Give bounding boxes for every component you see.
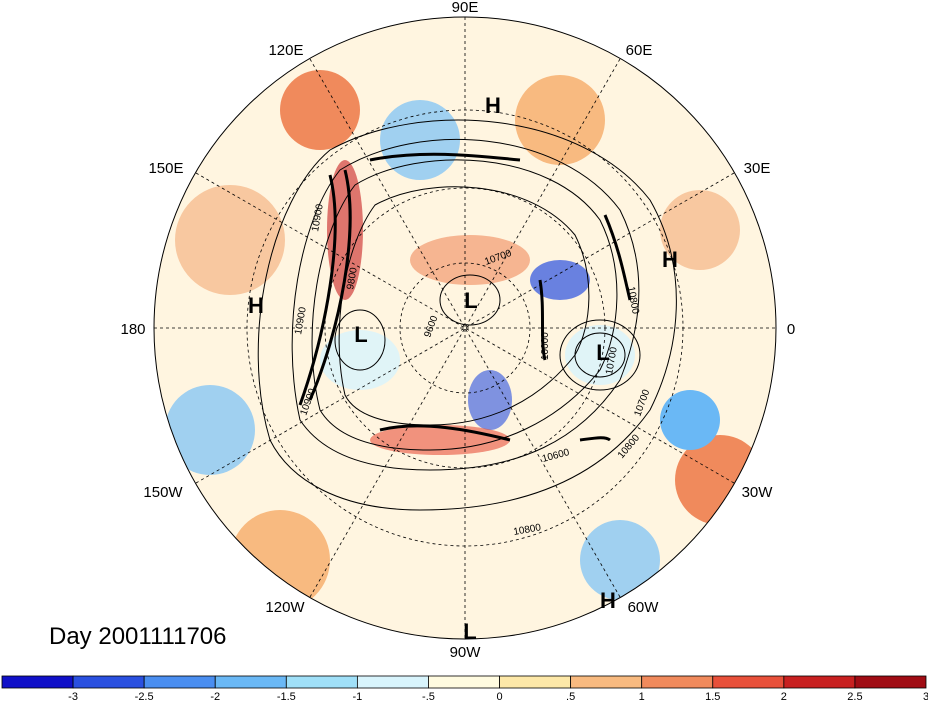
lon-label-90w: 90W [450,644,482,661]
lon-label-0: 0 [787,321,795,338]
jet-contours [298,152,632,442]
low-center-arctic: L [464,288,477,313]
colorbar-tick-label: -1.5 [277,691,296,702]
low-center-north-atlantic: L [596,340,609,365]
colorbar-cell [712,675,785,689]
lon-label-120e: 120E [268,42,303,59]
high-center-europe: H [662,247,678,272]
colorbar-tick-label: -2 [210,691,220,702]
lon-label-180: 180 [120,321,145,338]
contour-label: 9800 [345,266,360,290]
lon-label-120w: 120W [265,599,305,616]
contour-label: 10900 [293,306,309,336]
geopotential-contours [257,119,677,511]
pressure-centers: H H H H L L L L [248,93,678,644]
lon-label-30e: 30E [744,160,771,177]
lon-label-150e: 150E [148,160,183,177]
lon-label-30w: 30W [742,484,774,501]
colorbar-tick-label: 3 [923,691,928,702]
longitude-labels: 90E 60E 30E 0 30W 60W 90W 120W 150W 180 … [120,0,795,661]
high-center-siberia: H [485,93,501,118]
colorbar-cell [499,675,572,689]
contour-label: 10800 [625,286,641,316]
graticule [154,17,776,639]
colorbar-tick-label: -3 [68,691,78,702]
colorbar-tick-labels: -3 -2.5 -2 -1.5 -1 -.5 0 .5 1 1.5 2 2.5 3 [68,691,928,702]
low-center-bering-sea: L [354,322,367,347]
colorbar-tick-label: -.5 [422,691,435,702]
colorbar-tick-label: 1.5 [705,691,720,702]
colorbar-tick-label: 2.5 [847,691,862,702]
contour-label: 10700 [604,346,620,376]
contour-label: 10000 [540,332,551,360]
high-center-north-pacific: H [248,293,264,318]
lon-label-150w: 150W [143,484,183,501]
colorbar-cell [641,675,714,689]
colorbar-tick-label: 0 [496,691,502,702]
colorbar-cells [1,675,927,689]
colorbar-tick-label: 1 [639,691,645,702]
colorbar-cell [570,675,643,689]
colorbar-tick-label: -1 [352,691,362,702]
date-label: Day 2001111706 [49,623,226,650]
colorbar-cell [143,675,216,689]
colorbar-cell [285,675,358,689]
colorbar: -3 -2.5 -2 -1.5 -1 -.5 0 .5 1 1.5 2 2.5 3 [1,675,928,702]
colorbar-cell [214,675,287,689]
map-boundary [153,16,777,640]
lon-label-90e: 90E [452,0,479,16]
colorbar-tick-label: -2.5 [135,691,154,702]
colorbar-cell [783,675,856,689]
contour-labels: 10900 10700 10700 10800 10700 10600 1080… [293,203,652,538]
high-center-western-atlantic: H [600,588,616,613]
colorbar-cell [854,675,927,689]
colorbar-cell [72,675,145,689]
colorbar-cell [428,675,500,689]
contour-label: 10900 [310,203,326,233]
colorbar-tick-label: 2 [781,691,787,702]
lon-label-60w: 60W [628,599,660,616]
colorbar-cell [1,675,74,689]
lon-label-60e: 60E [626,42,653,59]
colorbar-tick-label: .5 [566,691,575,702]
contour-label: 10800 [513,522,543,538]
low-center-caribbean: L [463,619,476,644]
colorbar-cell [356,675,429,689]
